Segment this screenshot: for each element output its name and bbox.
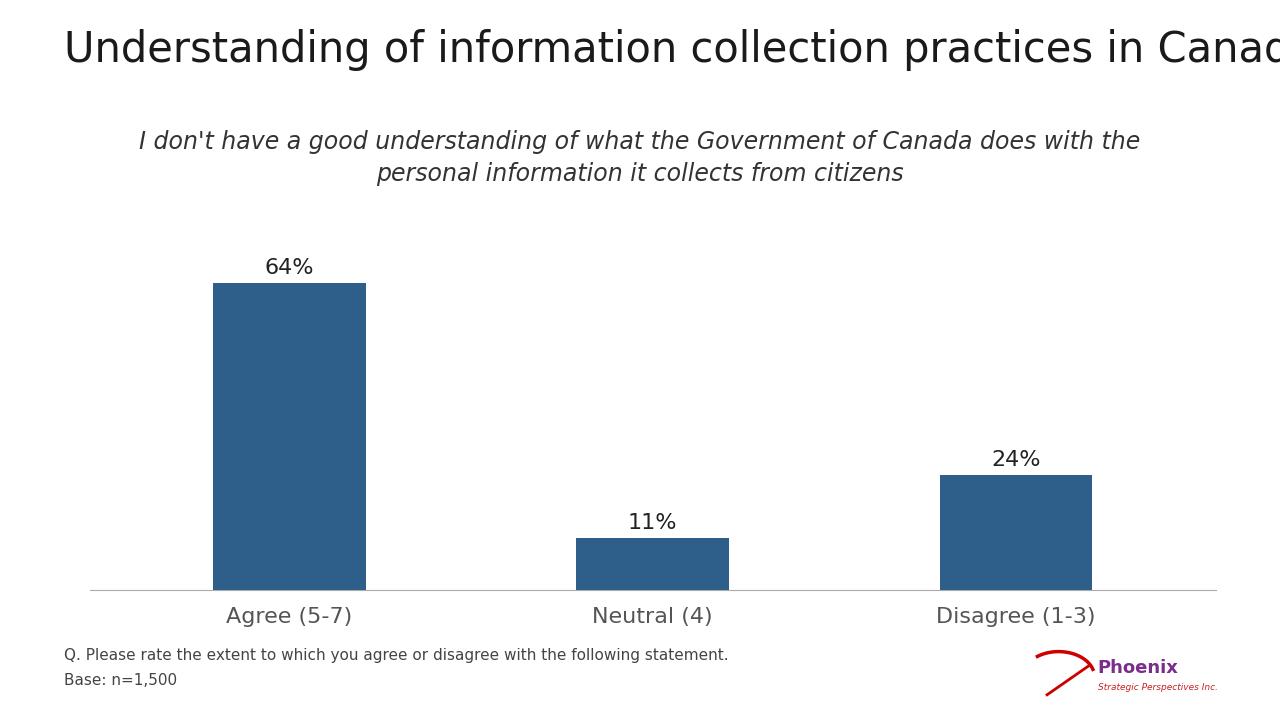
Text: I don't have a good understanding of what the Government of Canada does with the: I don't have a good understanding of wha…	[140, 130, 1140, 153]
Text: personal information it collects from citizens: personal information it collects from ci…	[376, 162, 904, 186]
Text: 24%: 24%	[992, 451, 1041, 470]
Text: Understanding of information collection practices in Canada: Understanding of information collection …	[64, 29, 1280, 71]
Text: Strategic Perspectives Inc.: Strategic Perspectives Inc.	[1098, 683, 1217, 692]
Text: Phoenix: Phoenix	[1098, 660, 1179, 677]
Bar	[940, 475, 1092, 590]
Bar	[576, 538, 730, 590]
Text: Q. Please rate the extent to which you agree or disagree with the following stat: Q. Please rate the extent to which you a…	[64, 648, 728, 663]
Text: Base: n=1,500: Base: n=1,500	[64, 673, 177, 688]
Text: 64%: 64%	[265, 258, 314, 279]
Bar	[214, 283, 366, 590]
Text: 11%: 11%	[628, 513, 677, 533]
